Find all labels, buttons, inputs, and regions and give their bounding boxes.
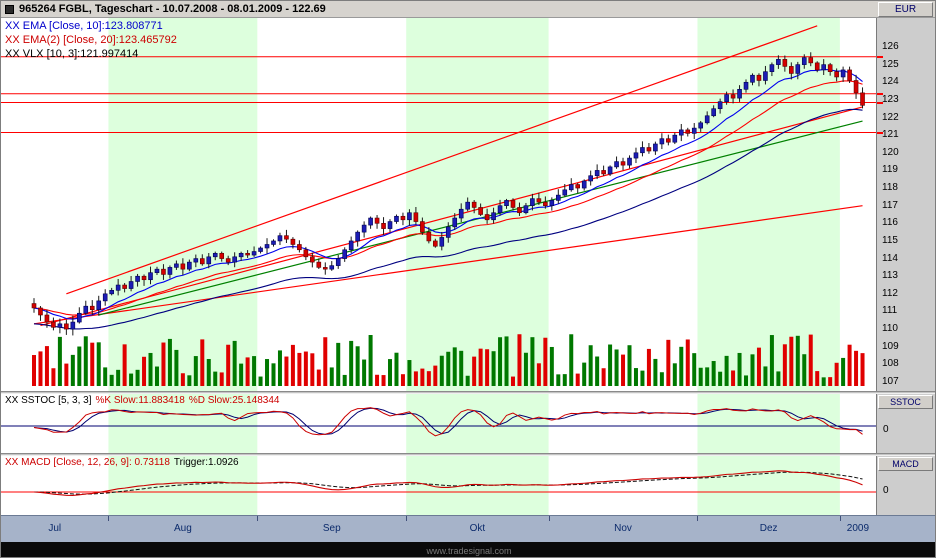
macd-trigger-value: Trigger:1.0926 [173, 457, 239, 468]
currency-button[interactable]: EUR [878, 2, 933, 17]
stochastic-plot[interactable] [1, 394, 876, 453]
hline-axis-marker [877, 131, 883, 134]
sstoc-panel[interactable]: XX SSTOC [5, 3, 3] %K Slow:11.883418 %D Sl… [1, 394, 876, 453]
indicator-legend: XX EMA [Close, 10]:123.808771 XX EMA(2) … [5, 19, 177, 61]
price-tick-label: 110 [882, 323, 898, 335]
sstoc-axis-button[interactable]: SSTOC [878, 395, 933, 409]
price-tick-label: 109 [882, 340, 899, 352]
panel-separator [1, 453, 935, 456]
sstoc-name: XX SSTOC [5, 3, 3] [5, 395, 92, 406]
hline-axis-marker [877, 55, 883, 58]
price-tick-label: 114 [882, 252, 898, 264]
ema20-label: XX EMA(2) [Close, 20]:123.465792 [5, 34, 177, 46]
hline-axis-marker [877, 92, 883, 95]
price-tick-label: 113 [882, 270, 898, 282]
month-label: Jul [48, 523, 62, 534]
time-axis[interactable]: Jul Aug Sep Okt Nov Dez 2009 [1, 515, 935, 542]
hline-axis-marker [877, 101, 883, 104]
chart-title: 965264 FGBL, Tageschart - 10.07.2008 - 0… [19, 3, 326, 15]
price-tick-label: 116 [882, 217, 898, 229]
sstoc-k-value: %K Slow:11.883418 [95, 395, 185, 406]
month-tick [697, 516, 699, 521]
price-tick-label: 126 [882, 41, 899, 52]
price-tick-label: 112 [882, 287, 898, 299]
price-tick-label: 121 [882, 129, 899, 141]
chart-titlebar: 965264 FGBL, Tageschart - 10.07.2008 - 0… [1, 1, 935, 18]
price-tick-label: 123 [882, 93, 899, 105]
price-chart-panel[interactable]: XX EMA [Close, 10]:123.808771 XX EMA(2) … [1, 18, 876, 391]
price-tick-label: 118 [882, 182, 898, 194]
month-label: Sep [322, 523, 341, 534]
month-tick [839, 516, 841, 521]
price-tick-label: 115 [882, 234, 898, 246]
macd-label: XX MACD [Close, 12, 26, 9]: 0.73118 Trigg… [5, 457, 243, 468]
macd-axis-button[interactable]: MACD [878, 457, 933, 471]
price-tick-label: 108 [882, 358, 899, 370]
watermark-bar: www.tradesignal.com [1, 542, 935, 557]
candlestick-chart[interactable] [1, 18, 876, 391]
sstoc-zero-label: 0 [883, 424, 889, 435]
price-tick-label: 119 [882, 164, 898, 176]
price-tick-label: 122 [882, 111, 899, 123]
price-tick-label: 124 [882, 76, 899, 88]
instrument-icon [5, 4, 14, 14]
month-tick [108, 516, 110, 521]
month-tick [406, 516, 408, 521]
month-label: Dez [759, 523, 778, 534]
price-tick-label: 120 [882, 146, 899, 158]
macd-value: XX MACD [Close, 12, 26, 9]: 0.73118 [5, 457, 170, 468]
macd-panel[interactable]: XX MACD [Close, 12, 26, 9]: 0.73118 Trigg… [1, 456, 876, 515]
macd-zero-label: 0 [883, 485, 889, 496]
price-tick-label: 111 [882, 305, 898, 317]
month-tick [257, 516, 259, 521]
month-label: Nov [614, 523, 632, 534]
price-tick-label: 125 [882, 58, 899, 70]
vlx-label: XX VLX [10, 3]:121.997414 [5, 48, 139, 60]
price-tick-label: 107 [882, 376, 899, 387]
month-tick [548, 516, 550, 521]
price-tick-label: 117 [882, 199, 898, 211]
ema10-label: XX EMA [Close, 10]:123.808771 [5, 20, 163, 32]
sstoc-label: XX SSTOC [5, 3, 3] %K Slow:11.883418 %D Sl… [5, 395, 283, 406]
month-label: 2009 [846, 523, 870, 534]
sstoc-d-value: %D Slow:25.148344 [188, 395, 280, 406]
price-axis[interactable]: 126 125 124 123 122 121 120 119 118 117 116 115 114 1… [876, 18, 935, 391]
macd-plot[interactable] [1, 456, 876, 515]
month-label: Aug [173, 523, 192, 534]
month-label: Okt [469, 523, 486, 534]
panel-separator [1, 391, 935, 394]
